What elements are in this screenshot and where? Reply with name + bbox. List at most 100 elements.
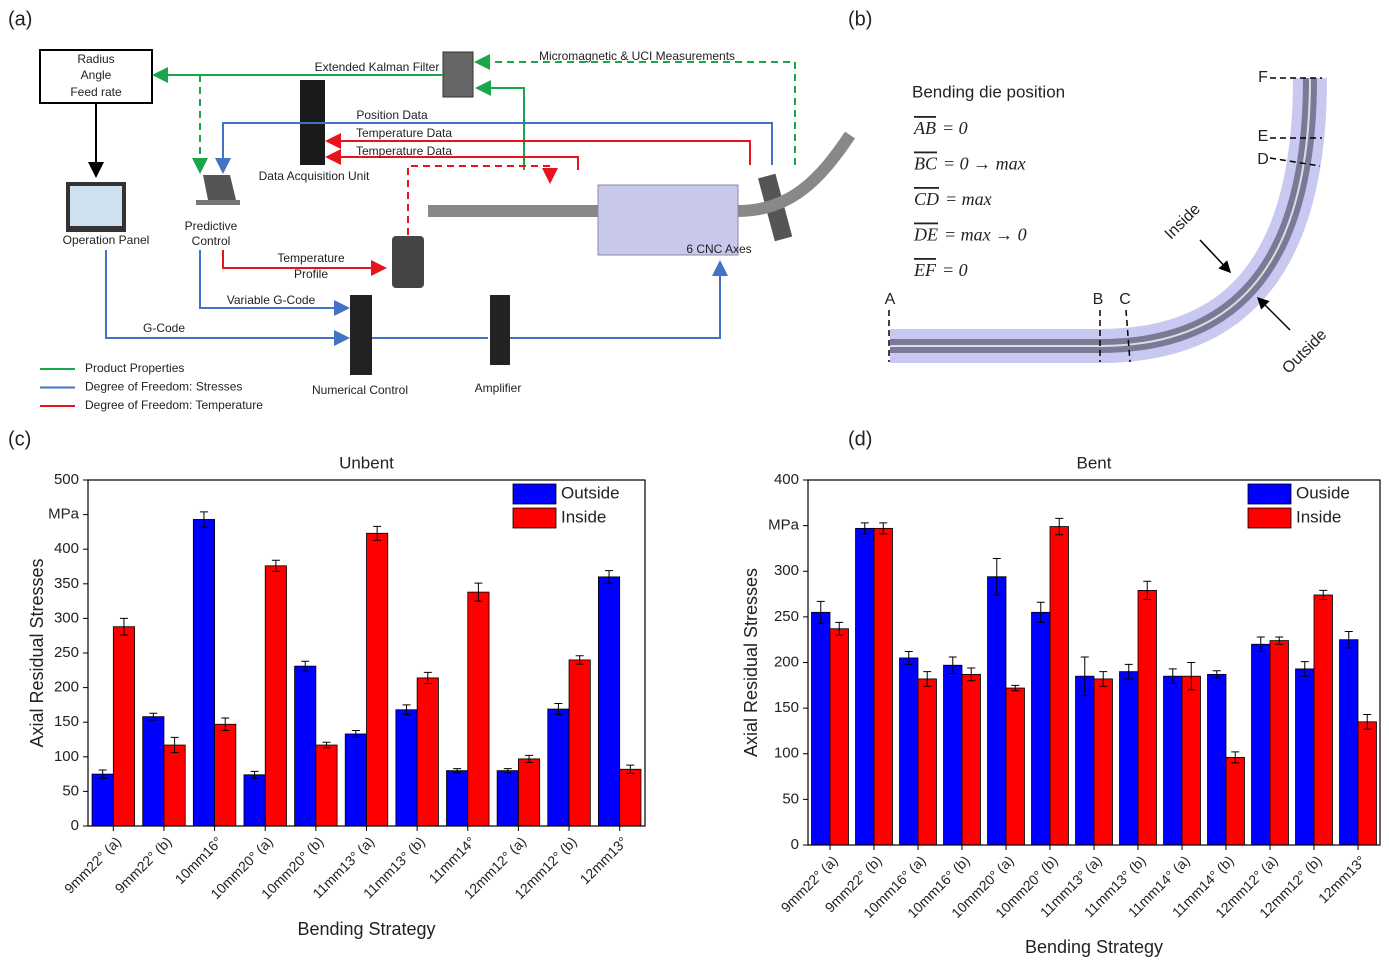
y-tick-label: 100 [774,745,799,762]
segment: AB [913,118,936,138]
error-bar [373,525,382,541]
error-bar [271,559,280,572]
y-tick-label: 350 [54,575,79,592]
plot-frame [807,479,1381,846]
bar [1295,668,1315,846]
y-tick-label: 200 [54,679,79,696]
edge-label: Variable G-Code [227,293,316,307]
legend-label: Degree of Freedom: Stresses [85,380,242,394]
bar [943,664,963,846]
legend-label: Degree of Freedom: Temperature [85,398,263,412]
formula: AB = 0 [913,118,968,138]
x-tick-label: 11mm14° [425,833,478,886]
arrow [215,122,773,174]
error-bar [351,730,360,738]
error-bar [402,704,411,716]
bar [961,673,981,846]
bar [917,678,937,846]
y-tick-label: 300 [774,562,799,579]
panel-label: (c) [8,428,31,450]
bar [1207,673,1227,846]
edge-label: Temperature Data [356,144,452,158]
y-tick-label: 150 [54,713,79,730]
legend-swatch [1247,507,1292,529]
bar [192,519,215,827]
bar [1075,675,1095,846]
error-bar [1319,589,1328,601]
formula: BC = 0 → max [914,154,1026,174]
error-bar [1099,671,1108,687]
error-bar [835,621,844,636]
edge-label: Profile [294,267,328,281]
y-tick-label: 50 [782,790,799,807]
laptop-icon [203,175,236,200]
arrow [474,54,796,165]
node-label: Operation Panel [63,233,150,247]
side-label: Outside [1279,326,1330,377]
heading: Bending die position [912,82,1065,101]
node-label: Control [192,234,231,248]
point-label: D [1257,151,1269,168]
error-bar [503,768,512,774]
bar [1049,526,1069,846]
error-bar [1011,684,1020,692]
node-label: 6 CNC Axes [686,242,751,256]
bar [163,744,186,827]
error-bar [474,582,483,602]
edge-label: Temperature [277,251,345,265]
charts: Unbent Axial Residual Stresses Bending Str… [27,453,1381,957]
x-tick-label: 12mm13° [577,833,631,887]
bar [987,576,1007,846]
error-bar [221,717,230,732]
bar [344,733,367,827]
error-bar [575,655,584,665]
bar [214,723,237,827]
y-tick-label: 200 [774,653,799,670]
y-tick-label: 500 [54,471,79,488]
error-bar [948,656,957,674]
segment: CD [914,189,939,209]
error-bar [1036,601,1045,623]
bar [547,708,570,827]
bar [518,758,541,827]
diagram-b: Bending die position AB = 0 BC = 0 → max CD =… [885,69,1331,377]
error-bar [1275,636,1284,645]
arrow [407,165,558,235]
bar [1269,640,1289,846]
error-bar [816,600,825,624]
formula: DE = max → 0 [913,225,1027,245]
bar [496,770,519,827]
bar [899,657,919,846]
panel-label: (d) [848,428,872,450]
bar [1313,594,1333,846]
nc-icon [350,295,372,375]
error-bar [1344,630,1353,649]
error-bar [423,671,432,684]
error-bar [1300,661,1309,677]
legend-swatch [1247,483,1292,505]
legend-label: Product Properties [85,361,184,375]
edge-label: G-Code [143,321,185,335]
segment: DE [913,225,938,245]
bar [294,665,317,827]
bar [1339,639,1359,846]
legend-swatch [512,483,557,505]
bar [467,591,490,827]
bar [91,773,114,827]
y-tick-label: 300 [54,609,79,626]
bar [315,744,338,827]
bar [1357,721,1377,846]
error-bar [904,651,913,665]
expression: = 0 → max [943,154,1026,174]
formula: EF = 0 [913,260,968,280]
laptop-base [196,200,240,205]
legend-label: Ouside [1296,483,1350,502]
node-label: Numerical Control [312,383,408,397]
legend-label: Outside [561,483,620,502]
node-label: Predictive [185,219,238,233]
y-axis-label: Axial Residual Stresses [741,568,761,757]
bar [366,532,389,827]
arrow [1199,239,1232,274]
error-bar [1363,714,1372,730]
x-axis-label: Bending Strategy [297,919,435,939]
